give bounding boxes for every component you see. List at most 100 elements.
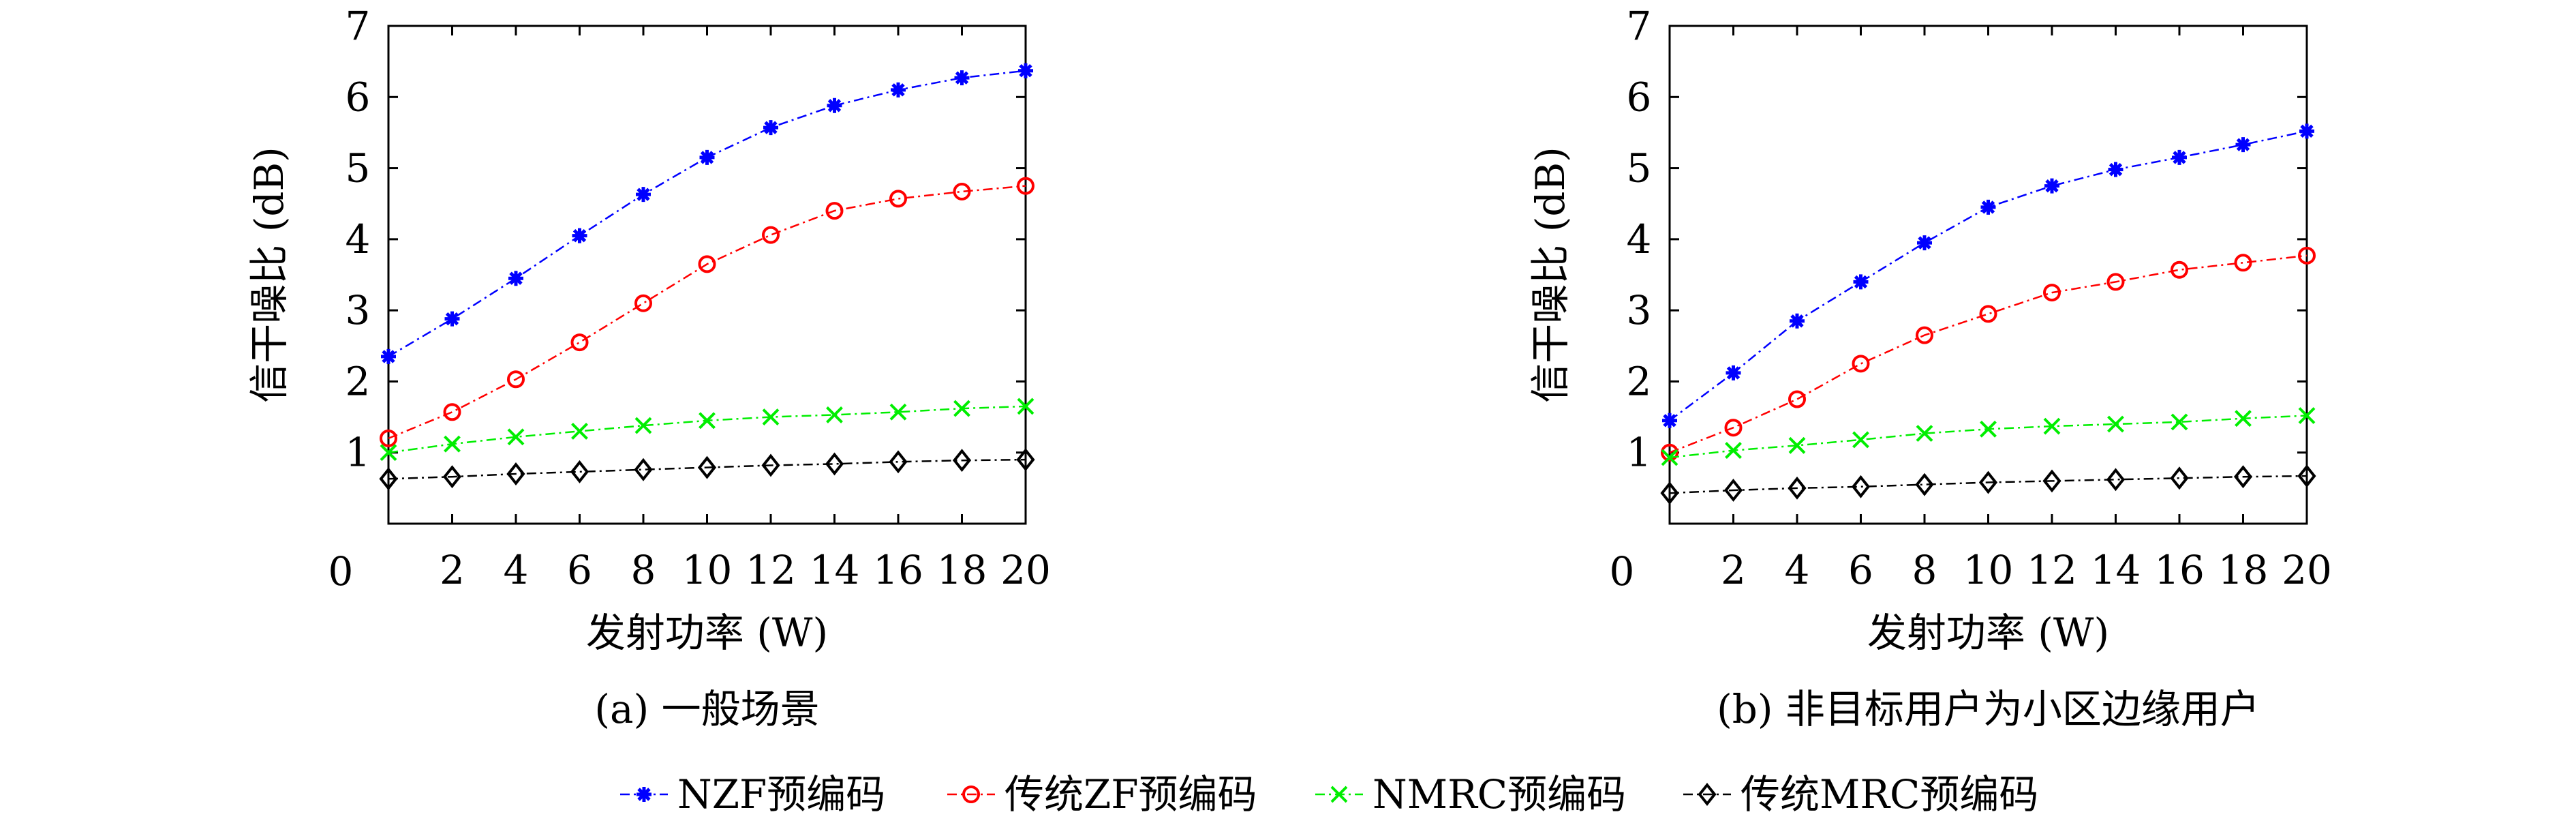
x-tick-label: 8 — [1912, 547, 1937, 593]
x-tick-label: 18 — [2218, 547, 2269, 593]
data-point — [826, 406, 843, 423]
series-0 — [381, 63, 1033, 364]
data-point — [2042, 469, 2061, 493]
series-line — [388, 70, 1026, 357]
data-point — [1916, 326, 1933, 344]
x-axis-label: 发射功率 (W) — [586, 610, 828, 656]
data-point — [763, 120, 778, 136]
data-point — [2043, 284, 2061, 302]
data-point — [380, 429, 397, 447]
series-3 — [379, 448, 1035, 491]
legend-item: 传统ZF预编码 — [947, 771, 1257, 818]
series-2 — [380, 398, 1034, 462]
data-point — [2171, 260, 2188, 279]
data-point — [634, 294, 652, 312]
series-line — [1669, 130, 2307, 421]
data-point — [954, 70, 970, 86]
data-point — [444, 311, 460, 327]
data-point — [2044, 178, 2059, 194]
data-point — [2043, 417, 2061, 435]
y-tick-label: 2 — [1627, 358, 1652, 404]
data-point — [1852, 355, 1870, 373]
data-point — [2106, 273, 2125, 291]
x-tick-label: 14 — [810, 547, 860, 593]
y-axis-label: 信干噪比 (dB) — [246, 147, 292, 402]
y-tick-label: 1 — [346, 430, 371, 476]
plot-frame — [1668, 25, 2308, 525]
legend-item: NZF预编码 — [620, 771, 885, 818]
data-point — [443, 403, 461, 421]
data-point — [570, 460, 589, 483]
data-point — [2298, 246, 2316, 265]
x-tick-label: 16 — [2154, 547, 2205, 593]
data-point — [2171, 413, 2188, 431]
x-tick-label: 12 — [746, 547, 796, 593]
data-point — [2233, 465, 2253, 489]
x-axis-label: 发射功率 (W) — [1867, 610, 2109, 656]
y-tick-label: 3 — [1627, 287, 1652, 333]
data-point — [2234, 254, 2252, 272]
x-tick-label: 2 — [1721, 547, 1746, 593]
data-point — [952, 449, 972, 473]
data-point — [1788, 476, 1807, 500]
x-tick-label: 20 — [1000, 547, 1051, 593]
x-tick-label: 0 — [328, 548, 354, 595]
data-point — [1660, 481, 1679, 505]
legend-marker — [637, 787, 651, 802]
y-tick-label: 6 — [346, 74, 371, 120]
data-point — [1017, 398, 1034, 415]
y-tick-label: 6 — [1627, 74, 1652, 120]
data-point — [570, 333, 589, 352]
series-2 — [1661, 407, 2316, 466]
legend-label: NMRC预编码 — [1373, 771, 1626, 818]
data-point — [2235, 137, 2251, 153]
data-point — [381, 348, 396, 364]
data-point — [380, 444, 397, 462]
data-point — [889, 450, 908, 474]
data-point — [762, 408, 780, 425]
data-point — [761, 453, 780, 477]
data-point — [1917, 235, 1932, 251]
x-tick-label: 8 — [631, 547, 656, 593]
data-point — [699, 412, 716, 430]
data-point — [953, 182, 971, 200]
x-tick-label: 16 — [873, 547, 923, 593]
legend-marker — [962, 785, 980, 803]
data-point — [507, 370, 525, 389]
panel-caption: (b) 非目标用户为小区边缘用户 — [1717, 686, 2260, 732]
data-point — [1724, 419, 1743, 437]
data-point — [1788, 390, 1806, 408]
data-point — [1916, 425, 1933, 442]
data-point — [953, 400, 970, 417]
y-tick-label: 7 — [346, 3, 371, 49]
data-point — [827, 98, 842, 113]
panel-caption: (a) 一般场景 — [594, 686, 819, 732]
y-tick-label: 2 — [346, 358, 371, 404]
data-point — [379, 467, 398, 491]
y-tick-label: 4 — [1627, 216, 1652, 263]
legend-item: NMRC预编码 — [1315, 771, 1626, 818]
y-tick-label: 4 — [346, 216, 371, 263]
x-tick-label: 0 — [1610, 548, 1635, 595]
x-tick-label: 14 — [2091, 547, 2141, 593]
data-point — [1788, 436, 1806, 454]
series-line — [388, 185, 1026, 440]
data-point — [1661, 449, 1678, 466]
data-point — [1016, 448, 1035, 472]
series-line — [1669, 415, 2307, 459]
legend-label: 传统MRC预编码 — [1741, 771, 2038, 818]
data-point — [636, 187, 651, 203]
x-tick-label: 12 — [2027, 547, 2077, 593]
data-point — [1723, 479, 1743, 502]
data-point — [1853, 274, 1869, 290]
data-point — [2297, 464, 2316, 488]
y-tick-label: 7 — [1627, 3, 1652, 49]
series-line — [1669, 254, 2307, 453]
data-point — [1851, 475, 1871, 498]
data-point — [1662, 413, 1677, 428]
data-point — [889, 190, 907, 208]
data-point — [506, 462, 525, 485]
data-point — [2108, 162, 2123, 177]
data-point — [1852, 431, 1869, 449]
data-point — [1980, 420, 1997, 438]
